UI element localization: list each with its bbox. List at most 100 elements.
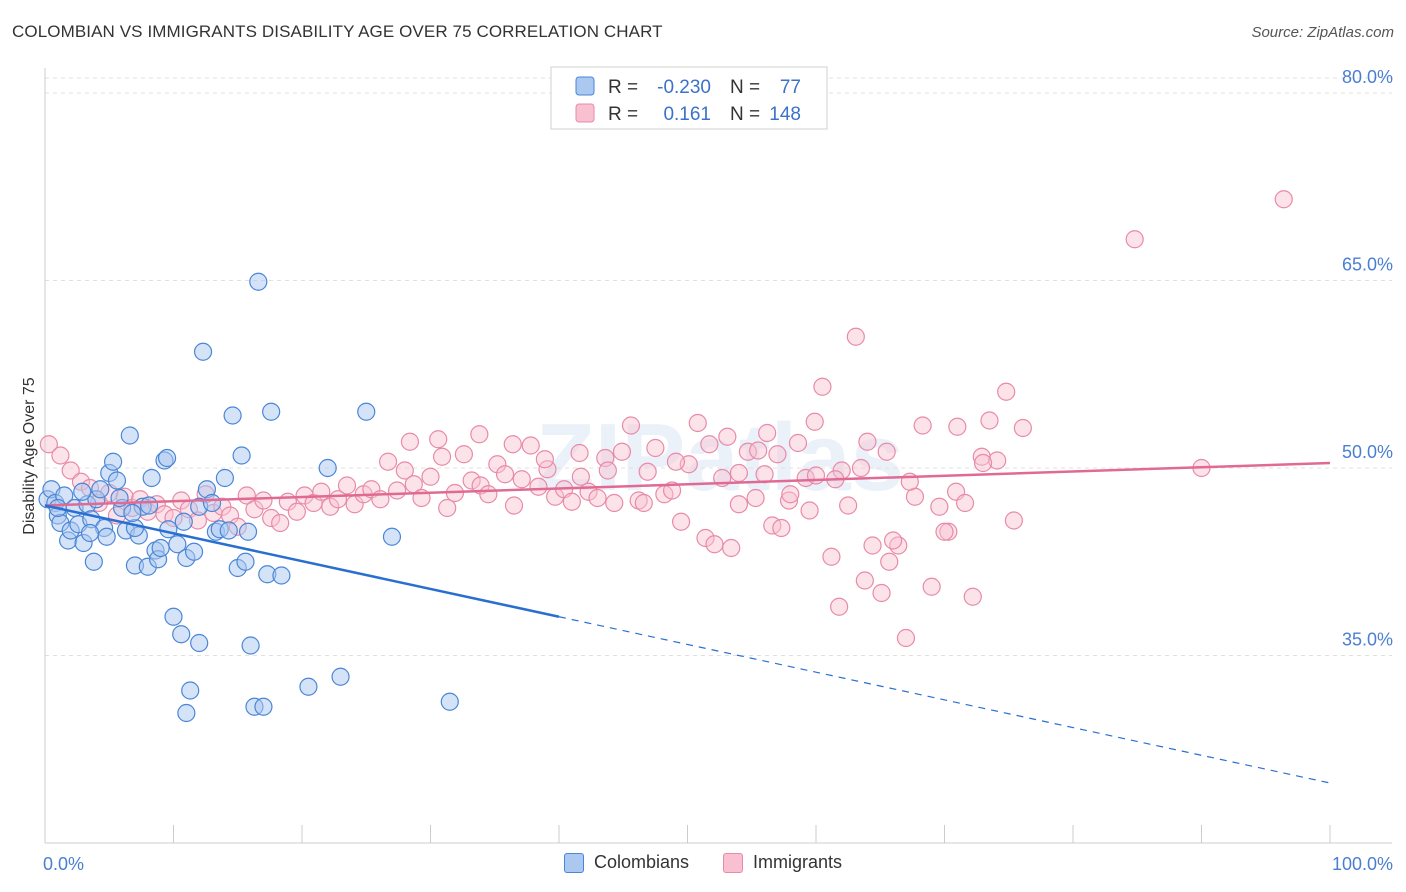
immigrants-point (662, 481, 682, 500)
x-tick-label: 0.0% (43, 854, 84, 874)
immigrants-point (980, 411, 999, 430)
immigrants-point (438, 498, 457, 518)
colombians-point (120, 426, 139, 445)
bottom-legend: Colombians Immigrants (0, 852, 1406, 873)
legend-r-value-immigrants: 0.161 (663, 104, 711, 125)
immigrants-point (746, 488, 765, 508)
immigrants-trend-line (44, 461, 1331, 507)
colombians-point (184, 542, 204, 561)
immigrants-point (378, 452, 398, 471)
colombians-point (223, 406, 242, 425)
immigrants-point (612, 442, 632, 461)
colombians-point (177, 703, 196, 723)
immigrants-point (395, 461, 414, 480)
legend-n-value-immigrants: 148 (769, 104, 801, 125)
immigrants-point (729, 495, 749, 514)
legend-item-immigrants: Immigrants (723, 852, 842, 873)
immigrants-point (646, 438, 665, 458)
y-tick-label: 65.0% (1342, 255, 1393, 275)
immigrants-point (421, 467, 440, 486)
y-tick-label: 50.0% (1342, 442, 1393, 462)
x-axis: 0.0% 100.0% (43, 68, 1393, 874)
colombians-trend-extension (558, 616, 1331, 784)
immigrants-point (863, 536, 882, 555)
immigrants-point (598, 461, 617, 480)
top-legend: R = -0.230 N = 77 R = 0.161 N = 148 (550, 66, 828, 130)
immigrants-point (972, 447, 991, 466)
y-axis-label: Disability Age Over 75 (21, 377, 38, 535)
immigrants-point (387, 481, 407, 500)
legend-label-immigrants: Immigrants (753, 852, 843, 872)
colombians-point (168, 535, 187, 554)
immigrants-point (846, 327, 865, 346)
immigrants-point (1125, 230, 1144, 249)
immigrants-point (462, 471, 481, 490)
immigrants-point (872, 583, 891, 603)
immigrants-point (521, 436, 540, 455)
immigrants-point (939, 522, 958, 541)
colombians-point (318, 458, 337, 478)
immigrants-point (877, 442, 896, 461)
legend-label-colombians: Colombians (593, 852, 690, 872)
immigrants-point (1274, 190, 1293, 209)
immigrants-point (39, 435, 58, 454)
immigrants-point (262, 508, 281, 528)
immigrants-point (529, 477, 548, 496)
immigrants-point (858, 432, 877, 451)
immigrants-point (61, 461, 80, 480)
legend-r-value-colombians: -0.230 (657, 77, 711, 98)
immigrants-point (822, 547, 841, 566)
legend-n-value-colombians: 77 (780, 77, 801, 98)
colombians-point (331, 667, 350, 686)
colombians-point (84, 552, 103, 571)
y-axis-ticks: 35.0% 50.0% 65.0% 80.0% (1342, 67, 1393, 650)
colombians-point (91, 480, 110, 499)
immigrants-point (729, 463, 749, 483)
colombians-point (125, 518, 145, 538)
immigrants-point (830, 597, 849, 616)
immigrants-point (889, 536, 908, 555)
legend-swatch-immigrants (575, 103, 595, 123)
immigrants-point (638, 462, 657, 481)
immigrants-point (287, 502, 306, 521)
colombians-point (254, 697, 273, 716)
colombians-point (181, 681, 200, 700)
colombians-point (190, 633, 209, 653)
colombians-point (123, 503, 142, 523)
colombians-point (193, 342, 213, 361)
immigrants-point (470, 425, 489, 444)
immigrants-point (973, 453, 993, 473)
immigrants-point (588, 488, 607, 508)
immigrants-point (851, 458, 871, 478)
immigrants-point (495, 465, 515, 484)
immigrants-point (621, 416, 641, 435)
colombians-point (262, 402, 281, 421)
source-label: Source: ZipAtlas.com (1251, 24, 1394, 41)
colombians-point (174, 512, 193, 531)
immigrants-point (722, 538, 741, 558)
chart-title: COLOMBIAN VS IMMIGRANTS DISABILITY AGE O… (12, 22, 663, 41)
colombians-point (142, 468, 161, 488)
immigrants-point (504, 496, 524, 515)
colombians-point (164, 607, 183, 626)
colombians-point (219, 521, 238, 540)
colombians-point (104, 452, 123, 471)
immigrants-point (813, 377, 832, 396)
immigrants-point (488, 455, 507, 474)
immigrants-point (930, 497, 949, 516)
immigrants-point (779, 491, 799, 510)
immigrants-point (963, 587, 982, 606)
immigrants-point (1004, 511, 1023, 530)
colombians-point (357, 402, 376, 421)
colombians-point (238, 522, 258, 541)
immigrants-point (997, 382, 1016, 401)
immigrants-point (605, 493, 624, 513)
colombians-point (172, 625, 191, 644)
immigrants-point (254, 491, 273, 510)
colombians-trend-line (44, 504, 560, 618)
colombians-point (80, 523, 100, 543)
legend-swatch-colombians (575, 76, 595, 96)
immigrants-point (896, 628, 916, 648)
legend-r-label-colombians: R = (608, 77, 638, 98)
